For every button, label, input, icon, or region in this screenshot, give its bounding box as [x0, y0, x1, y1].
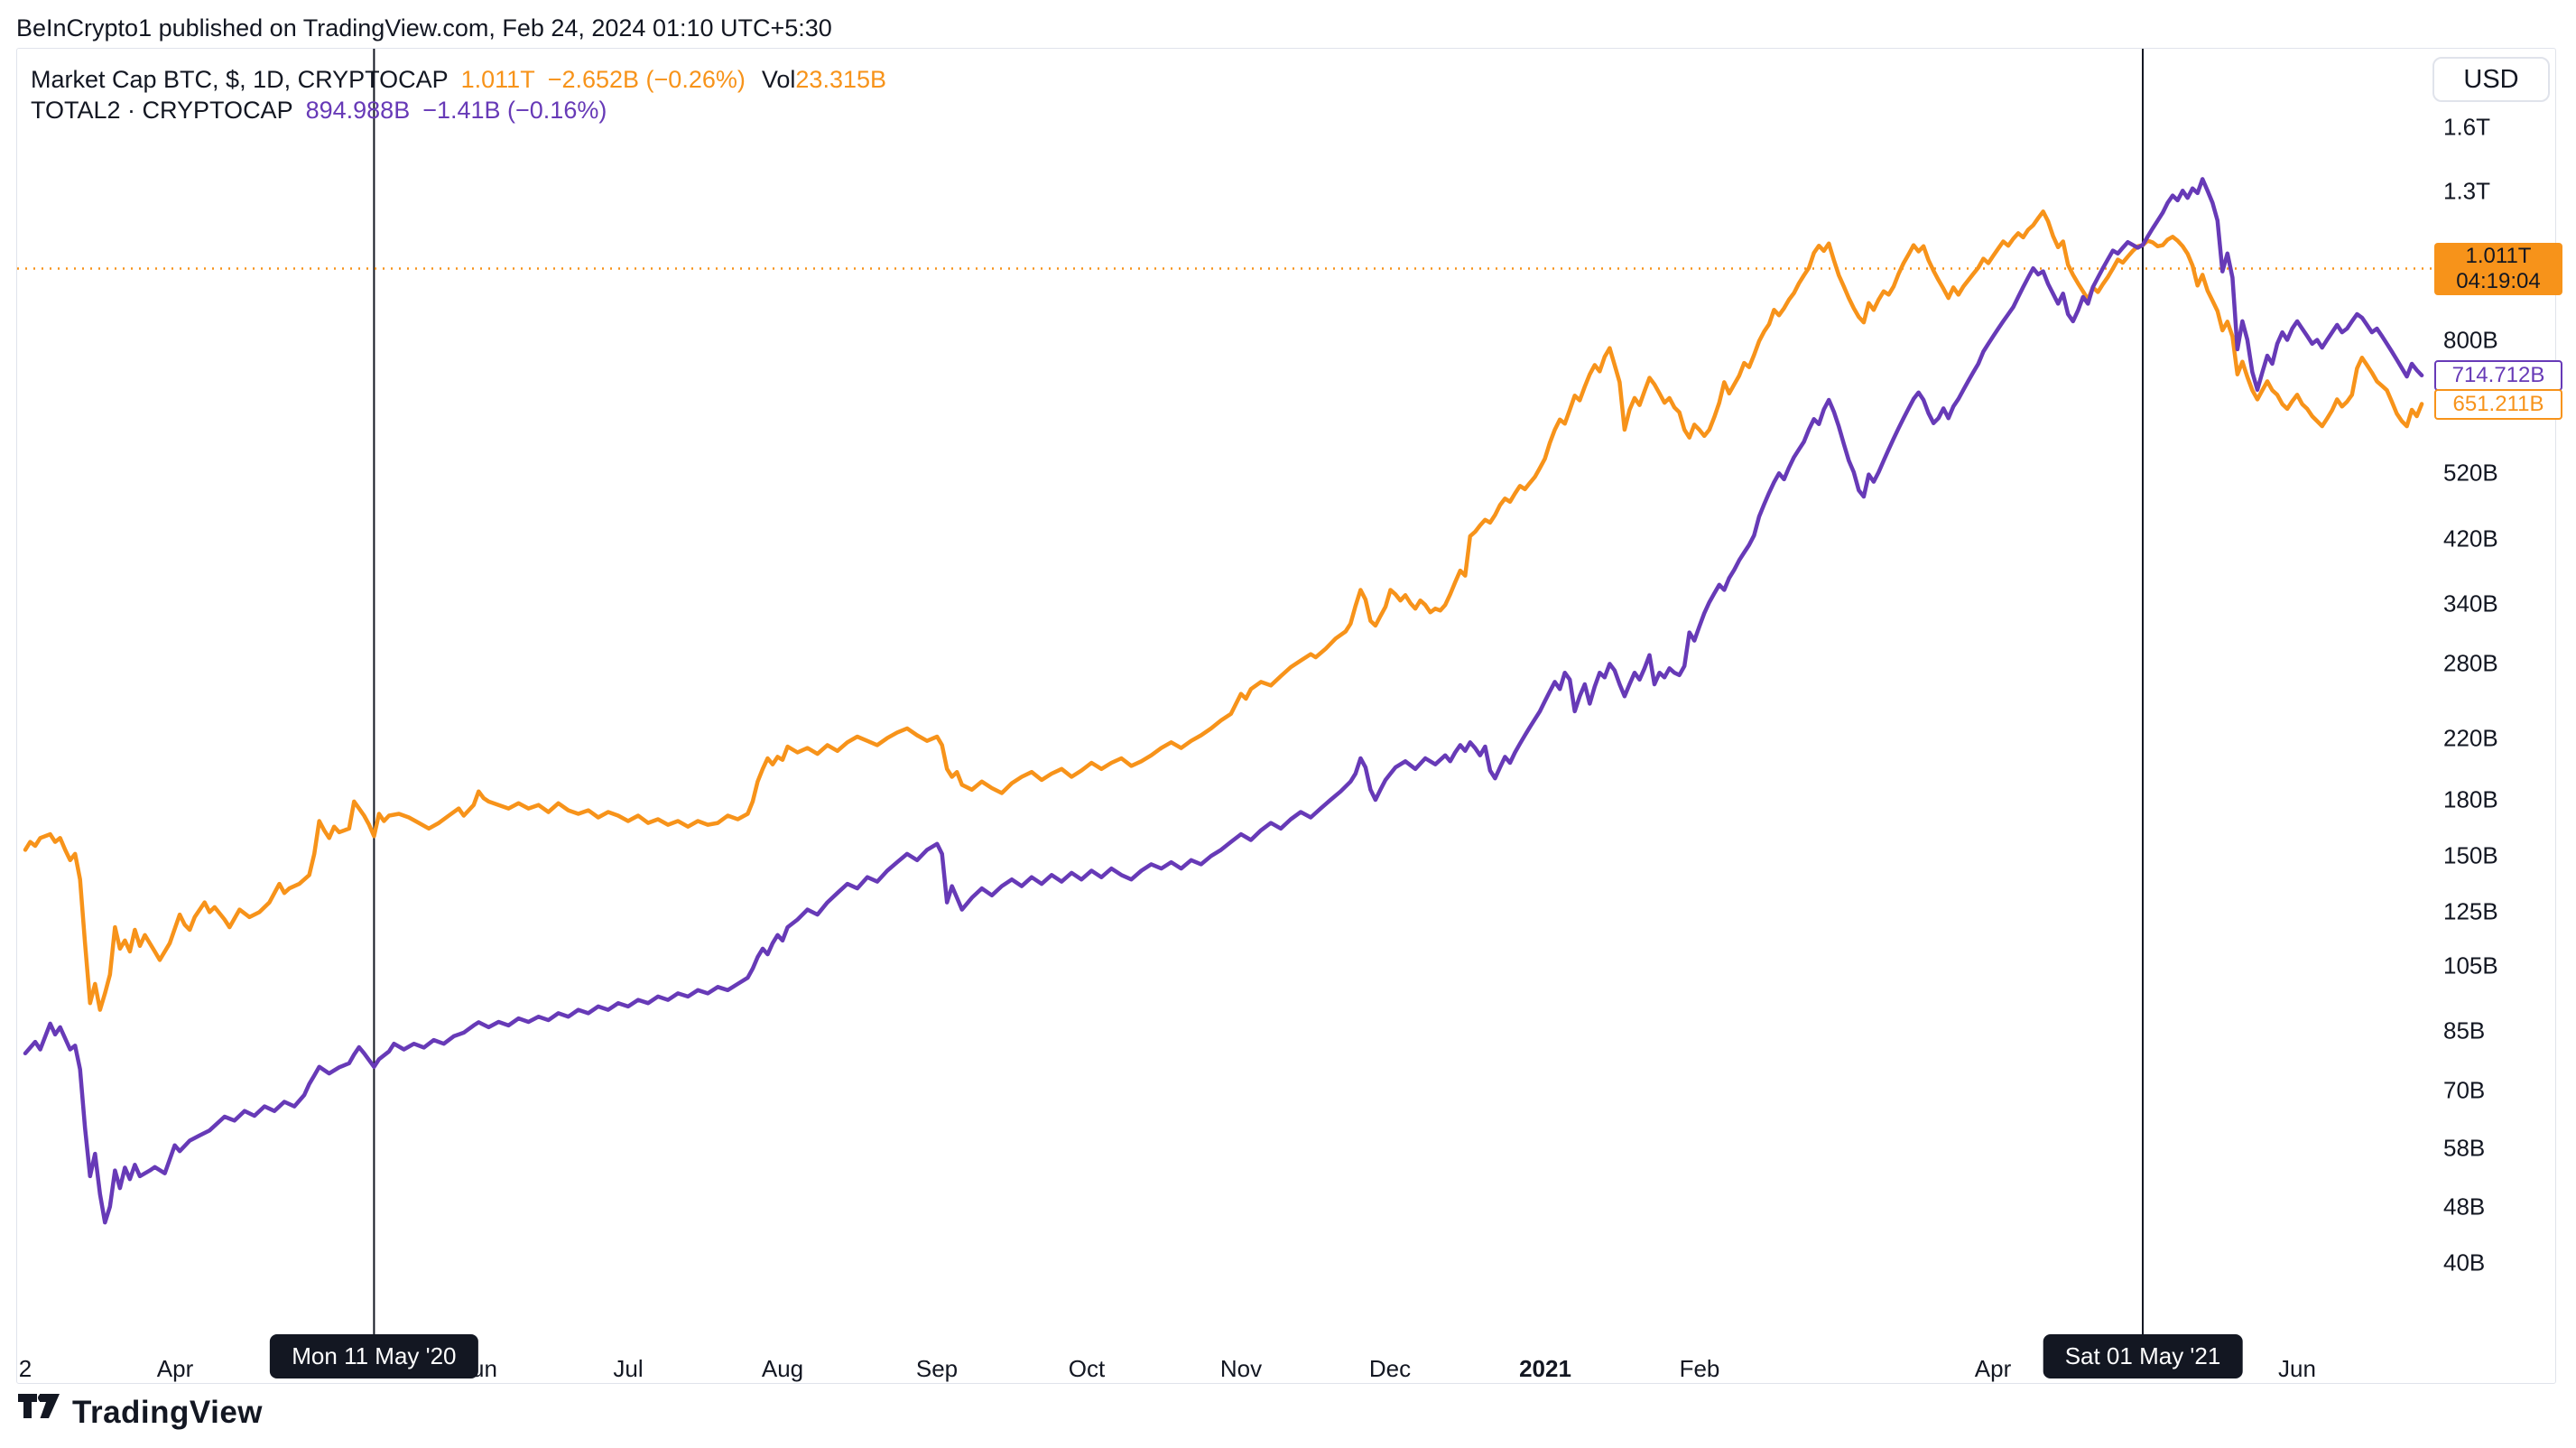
price-scale-label: 125B [2443, 897, 2498, 925]
time-scale-label: 2021 [1519, 1355, 1571, 1382]
price-scale-label: 180B [2443, 785, 2498, 813]
time-scale-label: Jun [2278, 1355, 2316, 1382]
price-scale-label: 1.6T [2443, 113, 2491, 141]
legend-change-btc: −2.652B (−0.26%) [547, 66, 746, 93]
legend-row-total2[interactable]: TOTAL2 · CRYPTOCAP 894.988B −1.41B (−0.1… [31, 95, 886, 125]
price-scale-label: 105B [2443, 951, 2498, 979]
price-scale-label: 800B [2443, 326, 2498, 354]
time-scale-label: Feb [1679, 1355, 1720, 1382]
btc-marketcap-line[interactable] [23, 209, 2424, 1012]
legend-vol-label: Vol [761, 66, 796, 93]
price-scale-label: 58B [2443, 1134, 2486, 1162]
legend-symbol-btc[interactable]: Market Cap BTC, $, 1D, CRYPTOCAP [31, 66, 449, 93]
price-scale-label: 220B [2443, 724, 2498, 752]
time-scale-label: Apr [1974, 1355, 2012, 1382]
total2-line[interactable] [23, 177, 2424, 1225]
time-scale-label: 2 [18, 1355, 32, 1382]
price-scale-label: 280B [2443, 649, 2498, 677]
tradingview-logo[interactable]: TradingView [18, 1394, 263, 1432]
price-scale-label: 1.3T [2443, 177, 2491, 205]
price-scale-label: 150B [2443, 841, 2498, 869]
time-scale-label: Oct [1068, 1355, 1106, 1382]
legend-vol-value: 23.315B [795, 66, 886, 93]
price-scale-label: 85B [2443, 1016, 2486, 1044]
legend-change-total2: −1.41B (−0.16%) [422, 97, 607, 124]
time-scale-label: Sep [915, 1355, 959, 1382]
currency-toggle-button[interactable]: USD [2432, 57, 2550, 102]
tradingview-logo-icon [18, 1394, 60, 1418]
last-price-value: 1.011T [2465, 244, 2532, 268]
legend-value-btc: 1.011T [460, 66, 535, 93]
price-scale-label: 340B [2443, 589, 2498, 617]
time-scale-label: Jul [613, 1355, 644, 1382]
price-scale-label: 70B [2443, 1076, 2486, 1104]
last-price-tag-btc: 1.011T 04:19:04 [2434, 243, 2562, 295]
time-scale-label: Nov [1219, 1355, 1263, 1382]
time-scale-label: Aug [761, 1355, 804, 1382]
price-scale-label: 48B [2443, 1193, 2486, 1221]
legend: Market Cap BTC, $, 1D, CRYPTOCAP 1.011T … [31, 64, 886, 125]
time-scale-label: Apr [156, 1355, 194, 1382]
legend-value-total2: 894.988B [305, 97, 411, 124]
price-chart-canvas[interactable] [17, 49, 2557, 1385]
time-scale-label: Dec [1368, 1355, 1412, 1382]
attribution-header: BeInCrypto1 published on TradingView.com… [16, 14, 832, 42]
tradingview-logo-text: TradingView [72, 1395, 264, 1430]
bar-countdown: 04:19:04 [2456, 269, 2541, 293]
price-scale-label: 520B [2443, 459, 2498, 487]
legend-row-btc[interactable]: Market Cap BTC, $, 1D, CRYPTOCAP 1.011T … [31, 64, 886, 95]
price-scale-label: 40B [2443, 1248, 2486, 1276]
chart-widget[interactable]: Market Cap BTC, $, 1D, CRYPTOCAP 1.011T … [16, 48, 2562, 1385]
price-scale-label: 420B [2443, 524, 2498, 552]
range-end-tag-btc: 651.211B [2434, 389, 2562, 420]
legend-symbol-total2[interactable]: TOTAL2 · CRYPTOCAP [31, 97, 293, 124]
crosshair-date-tooltip-1: Mon 11 May '20 [270, 1334, 478, 1378]
range-end-tag-total2: 714.712B [2434, 360, 2562, 391]
crosshair-date-tooltip-2: Sat 01 May '21 [2043, 1334, 2243, 1378]
